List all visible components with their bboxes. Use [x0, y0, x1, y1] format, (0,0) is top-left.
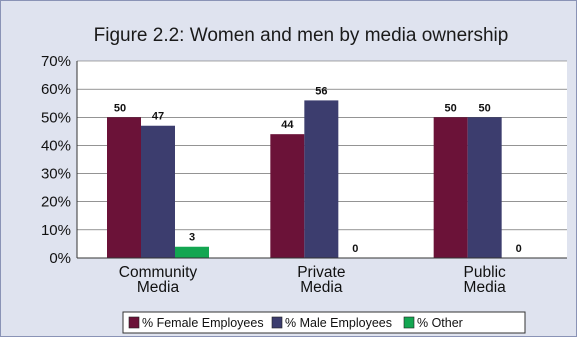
legend-swatch — [403, 316, 415, 329]
legend-swatch — [128, 316, 140, 329]
legend-label: % Other — [417, 316, 463, 330]
y-tick-label: 20% — [41, 194, 71, 211]
x-category-label: Private — [297, 264, 345, 281]
bar — [175, 246, 209, 258]
bar — [304, 100, 339, 259]
x-category-label: Media — [300, 279, 343, 296]
legend-label: % Female Employees — [142, 316, 264, 330]
data-label: 44 — [281, 119, 294, 131]
y-tick-label: 30% — [41, 166, 71, 183]
chart-title: Figure 2.2: Women and men by media owner… — [94, 25, 509, 46]
data-labels: 50 47 3 44 56 0 50 50 0 — [114, 85, 522, 255]
y-tick-label: 40% — [41, 137, 71, 154]
bar — [467, 117, 502, 259]
x-category-label: Public — [464, 264, 506, 281]
legend-label: % Male Employees — [285, 316, 392, 330]
bar — [433, 117, 468, 259]
y-tick-label: 10% — [41, 222, 71, 239]
data-label: 0 — [352, 243, 358, 255]
data-label: 56 — [315, 85, 327, 97]
x-category-label: Media — [137, 279, 180, 296]
data-label: 50 — [479, 102, 491, 114]
bars — [107, 100, 502, 259]
data-label: 3 — [189, 232, 195, 244]
y-tick-label: 0% — [49, 250, 71, 267]
y-tick-label: 50% — [41, 109, 71, 126]
legend-box — [122, 311, 526, 334]
data-label: 0 — [516, 243, 522, 255]
legend-swatch — [271, 316, 283, 329]
x-category-label: Community — [119, 264, 198, 281]
y-axis-ticks: 0% 10% 20% 30% 40% 50% 60% 70% — [41, 53, 71, 267]
data-label: 50 — [445, 102, 457, 114]
bar — [141, 125, 175, 258]
legend: % Female Employees % Male Employees % Othe… — [122, 311, 526, 334]
data-label: 50 — [114, 102, 126, 114]
bar — [107, 117, 141, 259]
y-tick-label: 60% — [41, 81, 71, 98]
x-category-label: Media — [464, 279, 507, 296]
data-label: 47 — [152, 111, 164, 123]
bar — [270, 134, 305, 258]
y-tick-label: 70% — [41, 53, 71, 70]
